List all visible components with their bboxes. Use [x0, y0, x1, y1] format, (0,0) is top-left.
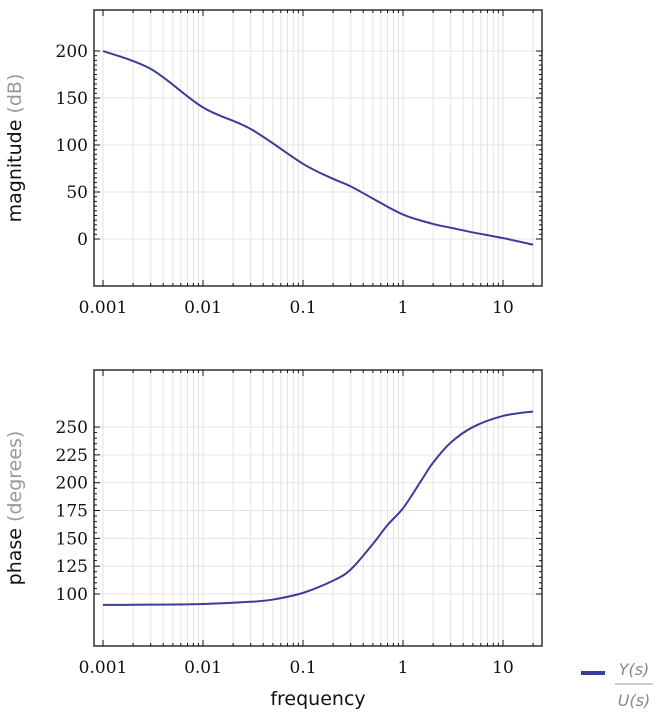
x-tick-label: 0.001	[79, 298, 128, 318]
phase-grid	[94, 370, 542, 646]
y-tick-label: 150	[56, 529, 88, 549]
y-tick-label: 50	[66, 183, 88, 203]
x-tick-label: 1	[398, 298, 409, 318]
magnitude-grid	[94, 10, 542, 286]
x-tick-label: 0.001	[79, 658, 128, 678]
x-tick-label: 0.1	[289, 298, 316, 318]
x-tick-label: 0.01	[184, 658, 222, 678]
magnitude-curve	[102, 50, 534, 246]
legend: Y(s) U(s)	[581, 660, 653, 710]
y-tick-label: 200	[56, 474, 88, 494]
x-tick-label: 0.01	[184, 298, 222, 318]
x-tick-label: 0.1	[289, 658, 316, 678]
phase-panel: 0.001 0.01 0.1 1 10 100 125 150 175 200 225 250 phas…	[4, 369, 543, 678]
y-tick-label: 200	[56, 42, 88, 62]
y-tick-label: 125	[56, 557, 88, 577]
legend-denominator: U(s)	[618, 691, 651, 710]
y-tick-label: 100	[56, 136, 88, 156]
x-tick-label: 10	[492, 298, 514, 318]
phase-axis-title: phase (degrees)	[4, 431, 26, 586]
y-tick-label: 0	[77, 230, 88, 250]
y-tick-label: 100	[56, 585, 88, 605]
legend-numerator: Y(s)	[619, 660, 650, 679]
magnitude-axis-title: magnitude (dB)	[4, 74, 26, 223]
phase-frame	[93, 369, 543, 647]
x-axis-title: frequency	[270, 688, 365, 710]
y-tick-label: 225	[56, 446, 88, 466]
y-tick-label: 250	[56, 418, 88, 438]
y-tick-label: 175	[56, 502, 88, 522]
magnitude-frame	[93, 9, 543, 287]
x-tick-label: 10	[492, 658, 514, 678]
x-tick-label: 1	[398, 658, 409, 678]
y-tick-label: 150	[56, 89, 88, 109]
phase-curve	[102, 410, 534, 606]
